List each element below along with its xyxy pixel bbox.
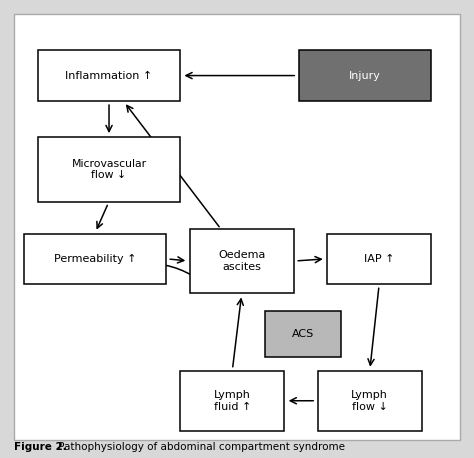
Text: Microvascular
flow ↓: Microvascular flow ↓ — [72, 158, 146, 180]
FancyBboxPatch shape — [265, 311, 341, 357]
Text: Figure 2.: Figure 2. — [14, 442, 67, 452]
Text: Injury: Injury — [349, 71, 381, 81]
FancyBboxPatch shape — [24, 234, 166, 284]
Text: Oedema
ascites: Oedema ascites — [218, 250, 265, 272]
FancyBboxPatch shape — [299, 50, 431, 101]
Text: Lymph
flow ↓: Lymph flow ↓ — [351, 390, 388, 412]
Text: Pathophysiology of abdominal compartment syndrome: Pathophysiology of abdominal compartment… — [55, 442, 345, 452]
FancyBboxPatch shape — [38, 137, 180, 202]
Text: Permeability ↑: Permeability ↑ — [54, 254, 136, 264]
FancyBboxPatch shape — [190, 229, 294, 293]
FancyBboxPatch shape — [318, 371, 422, 431]
Text: Lymph
fluid ↑: Lymph fluid ↑ — [214, 390, 251, 412]
Text: IAP ↑: IAP ↑ — [364, 254, 394, 264]
Text: Inflammation ↑: Inflammation ↑ — [65, 71, 153, 81]
FancyBboxPatch shape — [327, 234, 431, 284]
FancyBboxPatch shape — [38, 50, 180, 101]
FancyBboxPatch shape — [14, 14, 460, 440]
FancyBboxPatch shape — [180, 371, 284, 431]
Text: ACS: ACS — [292, 329, 314, 339]
